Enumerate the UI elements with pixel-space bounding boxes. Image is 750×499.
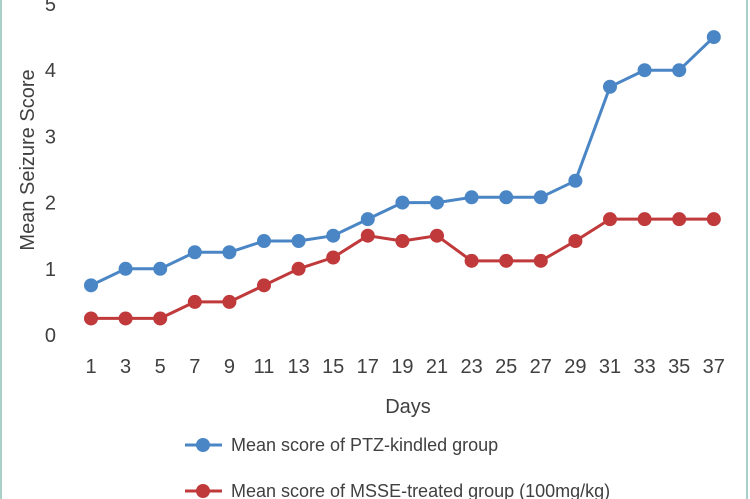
x-tick-label: 33 [633, 356, 655, 378]
data-point [326, 250, 341, 265]
x-tick-label: 17 [357, 356, 379, 378]
legend: Mean score of PTZ-kindled group Mean sco… [185, 435, 610, 499]
data-point [533, 190, 548, 205]
data-point [257, 278, 271, 293]
data-point [360, 228, 375, 243]
data-point [672, 63, 687, 78]
data-point [257, 233, 271, 248]
y-tick-label: 1 [45, 259, 56, 281]
x-tick-label: 21 [426, 356, 448, 378]
data-point [395, 195, 410, 210]
data-point [568, 173, 583, 188]
data-point [706, 212, 721, 227]
data-point [360, 212, 375, 227]
x-axis-title: Days [385, 396, 431, 418]
y-tick-label: 2 [45, 193, 56, 215]
series-line [91, 217, 714, 320]
data-point [153, 261, 168, 276]
data-point [499, 190, 514, 205]
data-point [118, 311, 133, 326]
x-tick-label: 15 [322, 356, 344, 378]
x-tick-label: 11 [254, 356, 275, 378]
x-tick-label: 25 [495, 356, 517, 378]
data-point [464, 190, 479, 205]
legend-item-msse: Mean score of MSSE-treated group (100mg/… [185, 481, 610, 499]
data-point [533, 253, 548, 268]
data-point [118, 261, 133, 276]
data-point [706, 30, 721, 45]
y-tick-label: 3 [45, 126, 56, 148]
legend-label: Mean score of MSSE-treated group (100mg/… [231, 481, 610, 499]
data-point [464, 253, 479, 268]
data-point [395, 233, 410, 248]
data-point [222, 294, 237, 309]
x-tick-label: 9 [224, 356, 235, 378]
y-axis-ticks: 0 1 2 3 4 5 [45, 0, 56, 347]
legend-swatch-marker [196, 438, 210, 452]
data-point [187, 245, 202, 260]
data-point [637, 212, 652, 227]
y-tick-label: 4 [45, 60, 56, 82]
data-point [222, 245, 237, 260]
x-tick-label: 3 [120, 356, 131, 378]
x-tick-label: 23 [460, 356, 482, 378]
data-point [291, 233, 306, 248]
x-tick-label: 5 [155, 356, 166, 378]
legend-item-ptz: Mean score of PTZ-kindled group [185, 435, 498, 455]
data-point [637, 63, 652, 78]
data-point [187, 294, 202, 309]
y-axis-title: Mean Seizure Score [17, 69, 39, 250]
x-axis-ticks: 1 3 5 7 9 11 13 15 17 19 21 23 25 27 29 31 33 35 37 [85, 356, 724, 378]
y-tick-label: 0 [45, 325, 56, 347]
data-point [603, 79, 617, 94]
x-tick-label: 27 [530, 356, 552, 378]
data-point [672, 212, 687, 227]
x-tick-label: 19 [391, 356, 413, 378]
x-tick-label: 29 [564, 356, 586, 378]
y-tick-label: 5 [45, 0, 56, 16]
data-point [568, 233, 583, 248]
data-point [430, 228, 444, 243]
series-1 [84, 212, 721, 326]
data-point [84, 278, 98, 293]
legend-label: Mean score of PTZ-kindled group [231, 435, 498, 455]
series-layer [84, 30, 721, 326]
x-tick-label: 13 [287, 356, 309, 378]
data-point [84, 311, 98, 326]
x-tick-label: 1 [85, 356, 96, 378]
x-tick-label: 37 [703, 356, 725, 378]
data-point [603, 212, 617, 227]
legend-swatch-marker [196, 484, 210, 498]
data-point [430, 195, 444, 210]
x-tick-label: 31 [599, 356, 621, 378]
data-point [499, 253, 514, 268]
data-point [291, 261, 306, 276]
x-tick-label: 7 [189, 356, 200, 378]
data-point [326, 228, 341, 243]
series-0 [84, 30, 721, 293]
series-line [90, 36, 715, 287]
data-point [153, 311, 168, 326]
x-tick-label: 35 [668, 356, 690, 378]
